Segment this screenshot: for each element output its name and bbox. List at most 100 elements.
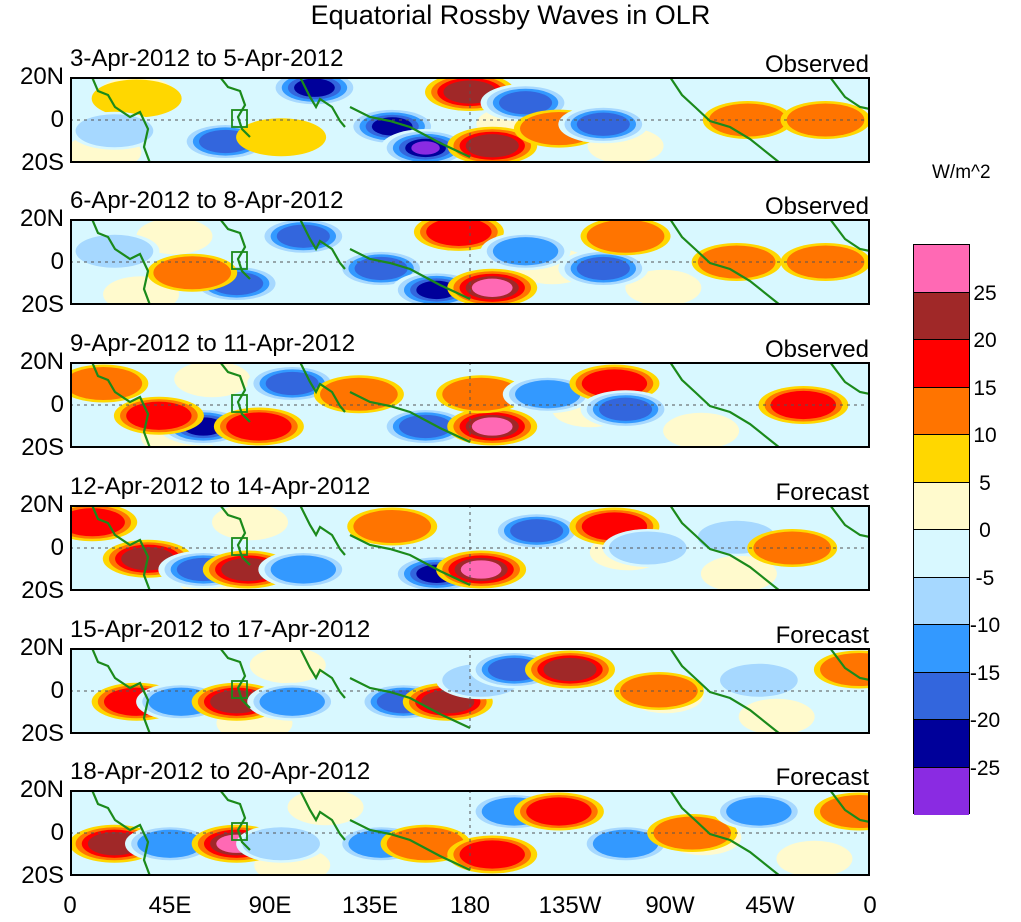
colorbar-swatch <box>914 245 969 293</box>
region-box <box>231 251 248 270</box>
x-tick-label: 180 <box>449 892 491 919</box>
panel-status: Forecast <box>775 479 869 506</box>
background-patch <box>818 412 868 446</box>
anomaly-blob <box>380 407 471 446</box>
y-tick-label: 20N <box>19 205 64 232</box>
anomaly-contour <box>459 840 525 869</box>
map-panel <box>70 219 870 305</box>
y-tick-label: 0 <box>50 677 64 704</box>
colorbar-tick-label: 0 <box>979 519 991 542</box>
x-tick-label: 45W <box>745 892 795 919</box>
anomaly-contour <box>820 794 868 829</box>
coastline <box>220 221 251 280</box>
anomaly-contour <box>786 245 865 279</box>
coastline <box>299 79 346 128</box>
colorbar-swatch <box>914 672 969 720</box>
y-tick-label: 20N <box>19 63 64 90</box>
coastline <box>830 221 868 252</box>
y-tick-label: 20N <box>19 634 64 661</box>
anomaly-blob <box>258 550 349 589</box>
anomaly-contour <box>72 366 143 401</box>
anomaly-blob <box>580 221 671 256</box>
y-tick-label: 20N <box>19 491 64 518</box>
coastline <box>349 391 471 443</box>
anomaly-blob <box>313 375 404 414</box>
anomaly-blob <box>713 661 804 700</box>
colorbar-tick-label: -5 <box>975 566 995 590</box>
anomaly-contour <box>399 414 453 439</box>
anomaly-blob <box>713 792 804 831</box>
anomaly-contour <box>153 256 232 290</box>
y-tick-label: 20N <box>19 776 64 803</box>
anomaly-blob <box>125 824 215 863</box>
colorbar-tick-label: 10 <box>973 424 997 447</box>
anomaly-contour <box>276 224 330 248</box>
anomaly-blob <box>647 814 738 852</box>
anomaly-contour <box>75 234 154 268</box>
coastline <box>830 364 868 395</box>
coastline <box>220 507 251 566</box>
colorbar-swatch <box>914 340 969 388</box>
panel-status: Observed <box>764 193 869 220</box>
coastline <box>220 364 251 423</box>
coastline <box>670 650 780 732</box>
coastline <box>220 79 251 138</box>
background-patch <box>700 555 777 589</box>
y-tick-label: 0 <box>50 106 64 133</box>
colorbar-swatch <box>914 482 969 530</box>
colorbar-tick-label: 25 <box>973 281 997 305</box>
coastline <box>349 677 471 729</box>
anomaly-blob <box>436 375 527 414</box>
anomaly-contour <box>411 141 440 155</box>
anomaly-contour <box>236 118 327 157</box>
anomaly-contour <box>820 652 868 687</box>
coastline <box>670 792 780 874</box>
coastline <box>349 248 471 300</box>
region-box <box>231 822 248 841</box>
anomaly-blob <box>758 386 849 424</box>
anomaly-blob <box>380 128 471 161</box>
map-field <box>72 79 868 161</box>
anomaly-contour <box>708 103 787 137</box>
map-field <box>72 507 868 589</box>
coastline <box>830 792 868 823</box>
anomaly-contour <box>576 112 630 136</box>
anomaly-blob <box>558 105 649 144</box>
anomaly-contour <box>465 134 519 158</box>
anomaly-contour <box>386 827 465 861</box>
anomaly-contour <box>270 555 337 584</box>
panel-status: Observed <box>764 336 869 363</box>
anomaly-contour <box>226 412 292 441</box>
anomaly-contour <box>726 797 792 826</box>
anomaly-blob <box>580 390 671 429</box>
y-tick-label: 20S <box>21 149 64 176</box>
anomaly-contour <box>576 256 630 281</box>
colorbar-swatch <box>914 292 969 340</box>
panel-status: Observed <box>764 51 869 78</box>
coastline <box>299 792 346 841</box>
anomaly-contour <box>265 371 319 396</box>
anomaly-blob <box>602 529 693 567</box>
panel-period: 15-Apr-2012 to 17-Apr-2012 <box>70 616 371 643</box>
anomaly-contour <box>371 117 413 136</box>
background-patch <box>654 79 731 106</box>
anomaly-blob <box>447 407 538 446</box>
anomaly-contour <box>294 79 335 97</box>
anomaly-contour <box>653 816 732 850</box>
panel-period: 12-Apr-2012 to 14-Apr-2012 <box>70 473 371 500</box>
colorbar-tick-label: -15 <box>969 661 1001 685</box>
anomaly-contour <box>460 560 502 579</box>
y-tick-label: 0 <box>50 819 64 846</box>
colorbar <box>913 244 970 815</box>
coastline <box>220 792 251 851</box>
y-tick-label: 20S <box>21 434 64 461</box>
panel-period: 6-Apr-2012 to 8-Apr-2012 <box>70 187 344 214</box>
region-box <box>231 680 248 699</box>
anomaly-contour <box>471 278 513 297</box>
x-tick-label: 90W <box>645 892 695 919</box>
coastline <box>830 650 868 681</box>
colorbar-swatch <box>914 720 969 768</box>
anomaly-blob <box>447 268 538 303</box>
anomaly-contour <box>320 377 398 411</box>
anomaly-contour <box>353 509 432 544</box>
